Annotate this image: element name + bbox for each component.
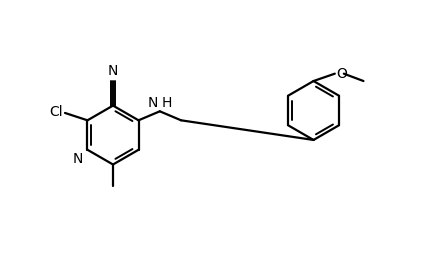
Text: H: H [161, 96, 172, 110]
Text: N: N [72, 152, 83, 166]
Text: O: O [337, 67, 347, 81]
Text: N: N [108, 64, 118, 78]
Text: Cl: Cl [49, 105, 63, 119]
Text: N: N [148, 96, 158, 110]
